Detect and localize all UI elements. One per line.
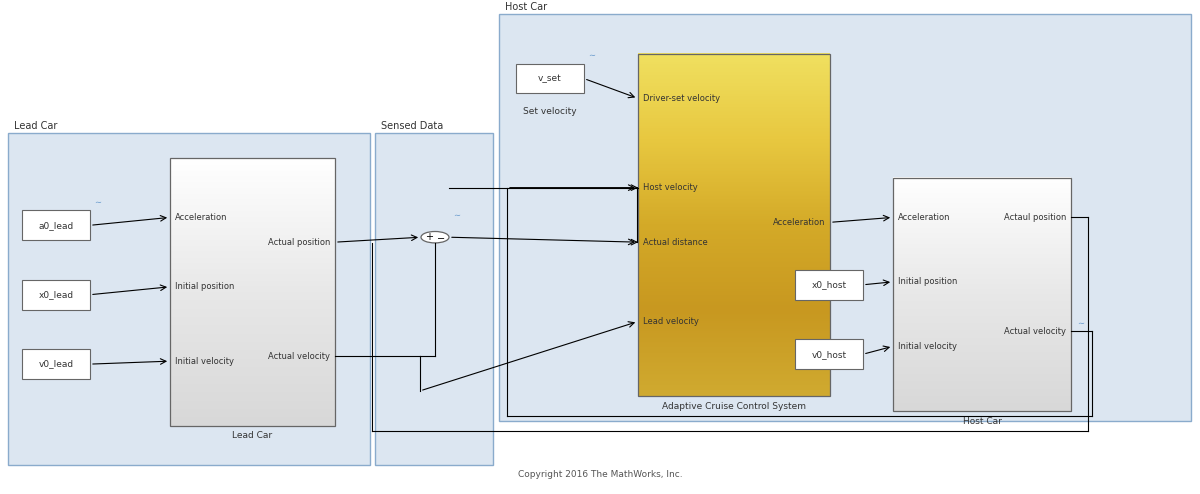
Text: Actual position: Actual position: [268, 238, 330, 247]
Text: v_set: v_set: [538, 74, 562, 83]
Text: Host Car: Host Car: [505, 1, 547, 12]
Text: ∼: ∼: [588, 51, 595, 60]
FancyBboxPatch shape: [22, 349, 90, 379]
Text: Sensed Data: Sensed Data: [382, 121, 443, 130]
Text: Initial velocity: Initial velocity: [898, 342, 956, 351]
Circle shape: [421, 232, 449, 243]
Text: Acceleration: Acceleration: [773, 218, 826, 227]
Text: v0_host: v0_host: [811, 350, 846, 359]
Text: Actual distance: Actual distance: [643, 238, 708, 247]
Text: Copyright 2016 The MathWorks, Inc.: Copyright 2016 The MathWorks, Inc.: [517, 470, 683, 479]
FancyBboxPatch shape: [22, 210, 90, 240]
Text: Adaptive Cruise Control System: Adaptive Cruise Control System: [662, 402, 806, 411]
Text: a0_lead: a0_lead: [38, 221, 73, 230]
Text: Actual velocity: Actual velocity: [269, 352, 330, 361]
Text: Set velocity: Set velocity: [523, 107, 577, 116]
Text: −: −: [437, 234, 445, 244]
Text: Lead Car: Lead Car: [233, 431, 272, 441]
Text: ∼: ∼: [1078, 319, 1085, 328]
Text: Acceleration: Acceleration: [898, 213, 950, 222]
Text: Initial velocity: Initial velocity: [175, 357, 234, 366]
FancyBboxPatch shape: [8, 133, 370, 465]
Text: x0_lead: x0_lead: [38, 290, 73, 299]
FancyBboxPatch shape: [796, 270, 863, 300]
Text: Driver-set velocity: Driver-set velocity: [643, 94, 720, 103]
Text: Lead velocity: Lead velocity: [643, 317, 698, 326]
Text: Lead Car: Lead Car: [14, 121, 58, 130]
FancyBboxPatch shape: [22, 280, 90, 310]
FancyBboxPatch shape: [516, 64, 584, 93]
Text: Host Car: Host Car: [962, 416, 1002, 426]
FancyBboxPatch shape: [374, 133, 493, 465]
Text: Acceleration: Acceleration: [175, 213, 227, 222]
Text: Actual velocity: Actual velocity: [1004, 327, 1067, 336]
Text: ∼: ∼: [95, 198, 102, 207]
FancyBboxPatch shape: [499, 14, 1190, 420]
FancyBboxPatch shape: [796, 339, 863, 369]
Text: +: +: [425, 232, 433, 242]
Text: x0_host: x0_host: [811, 280, 846, 289]
Text: Actaul position: Actaul position: [1004, 213, 1067, 222]
Text: Host velocity: Host velocity: [643, 183, 697, 192]
Text: ∼: ∼: [454, 211, 461, 220]
Text: Initial position: Initial position: [898, 277, 958, 287]
Text: v0_lead: v0_lead: [38, 360, 73, 369]
Text: Initial position: Initial position: [175, 282, 234, 291]
